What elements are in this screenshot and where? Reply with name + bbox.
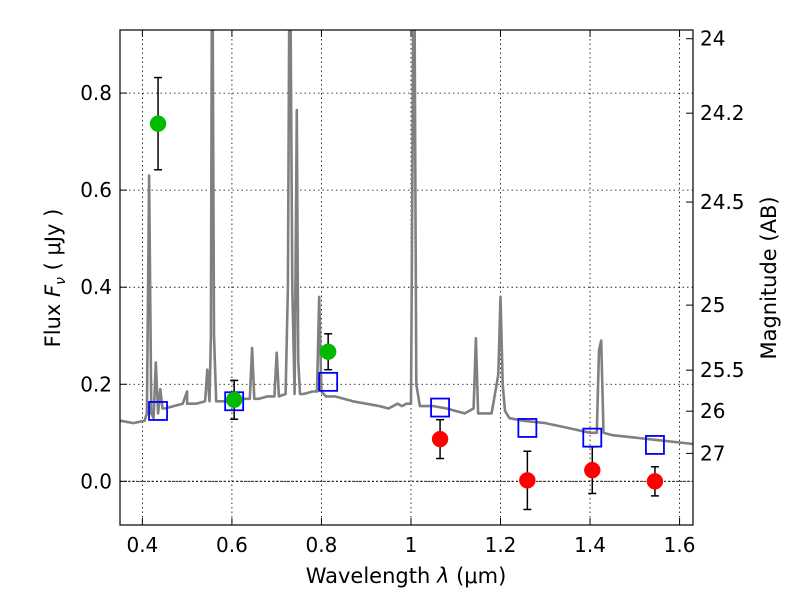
x-tick-label: 0.4: [126, 533, 158, 557]
magnitude-tick-label: 25.5: [700, 358, 745, 382]
model-photometry-square: [148, 401, 168, 421]
x-axis-title: Wavelength λ (μm): [306, 564, 507, 588]
y-tick-label: 0.8: [80, 81, 112, 105]
x-tick-label: 1.6: [664, 533, 696, 557]
model-spectrum-line: [120, 30, 693, 446]
plot-background: [120, 30, 693, 525]
y-axis: 0.0 0.2 0.4 0.6 0.8: [80, 81, 127, 493]
red-data-point: [584, 461, 601, 479]
red-data-point: [519, 472, 536, 489]
y-tick-label: 0.6: [80, 178, 112, 202]
model-photometry-square: [318, 371, 339, 392]
y-tick-label: 0.4: [80, 275, 112, 299]
x-axis: 0.4 0.6 0.8 1 1.2 1.4 1.6: [126, 30, 695, 557]
model-photometry-square: [645, 435, 665, 455]
magnitude-axis-title: Magnitude (AB): [757, 196, 781, 359]
x-tick-label: 0.6: [216, 533, 248, 557]
point-group: [149, 115, 664, 490]
green-data-point: [149, 115, 167, 132]
model-photometry-square: [517, 418, 538, 438]
magnitude-tick-label: 25: [700, 293, 725, 317]
model-photometry-square: [430, 397, 450, 418]
spectrum-group: [120, 30, 693, 446]
magnitude-tick-label: 26: [700, 399, 725, 423]
model-photometry-square: [582, 427, 603, 448]
plot-frame: [119, 29, 694, 526]
magnitude-axis: 24 24.2 24.5 25 25.5 26 27: [686, 27, 745, 465]
green-data-point: [225, 391, 243, 409]
y-tick-label: 0.0: [80, 469, 112, 493]
magnitude-tick-label: 24.2: [700, 101, 745, 125]
magnitude-tick-label: 27: [700, 441, 725, 465]
x-tick-label: 1.4: [574, 533, 606, 557]
green-data-point: [319, 343, 337, 360]
magnitude-tick-label: 24.5: [700, 190, 745, 214]
y-tick-label: 0.2: [80, 372, 112, 396]
x-tick-label: 1: [405, 533, 418, 557]
red-data-point: [646, 473, 664, 490]
magnitude-tick-label: 24: [700, 27, 725, 51]
red-data-point: [431, 430, 449, 448]
x-tick-label: 1.2: [485, 533, 517, 557]
y-axis-title: Flux Fν ( μJy ): [41, 209, 69, 348]
x-tick-label: 0.8: [306, 533, 338, 557]
